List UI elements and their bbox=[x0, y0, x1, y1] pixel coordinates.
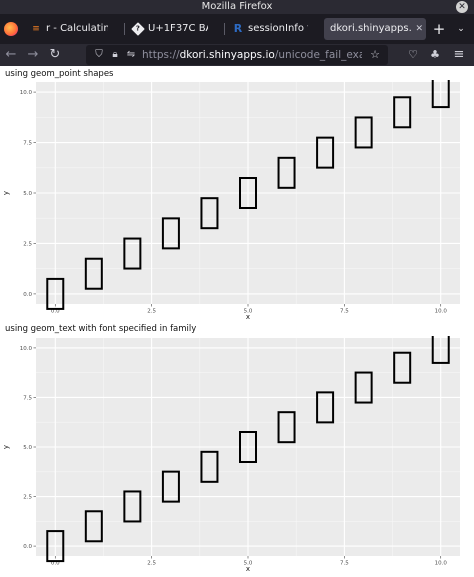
tab-label: U+1F37C BABY B bbox=[148, 23, 208, 34]
y-tick-label: 2.5 bbox=[23, 241, 32, 247]
data-point-tofu-box bbox=[161, 217, 180, 250]
tab-unicode[interactable]: ? U+1F37C BABY B bbox=[126, 18, 222, 40]
tab-label: sessionInfo func bbox=[248, 23, 308, 34]
new-tab-plus-icon[interactable]: + bbox=[432, 20, 446, 38]
shield-icon[interactable]: ⛉ bbox=[95, 49, 103, 60]
tab-active-shinyapps[interactable]: dkori.shinyapps.io/u ✕ bbox=[324, 18, 426, 40]
y-tick-label: 10.0 bbox=[20, 346, 33, 352]
bookmark-star-icon[interactable]: ☆ bbox=[370, 48, 380, 61]
permissions-icon[interactable]: ⇋ bbox=[126, 49, 136, 60]
data-point-tofu-box bbox=[239, 177, 257, 209]
plot-2: 0.0 2.5 5.0 7.5 10.0 0.0 2.5 5.0 7.5 10.0 x y bbox=[2, 336, 460, 573]
y-axis-title: y bbox=[2, 445, 10, 449]
plot-1: 0.0 2.5 5.0 7.5 10.0 0.0 2.5 5.0 7.5 10.0 x y bbox=[2, 80, 460, 321]
data-point-tofu-box bbox=[393, 96, 412, 129]
url-bar[interactable]: ⛉ 🔒︎ ⇋ https://dkori.shinyapps.io/unicod… bbox=[86, 45, 388, 65]
data-point-tofu-box bbox=[46, 277, 65, 310]
navigation-toolbar: ← → ↻ ⛉ 🔒︎ ⇋ https://dkori.shinyapps.io/… bbox=[0, 44, 474, 66]
firefox-logo-icon bbox=[4, 22, 18, 36]
y-tick-label: 2.5 bbox=[23, 495, 32, 501]
tab-stackoverflow[interactable]: ≡ r - Calculating m bbox=[24, 18, 122, 40]
x-tick-label: 7.5 bbox=[340, 309, 349, 315]
extension-icon[interactable]: ♣ bbox=[430, 48, 440, 61]
x-axis-title: x bbox=[246, 313, 250, 321]
tab-label: r - Calculating m bbox=[46, 23, 108, 34]
page-content: using geom_point shapes 0.0 2.5 5.0 7.5 10.0… bbox=[0, 66, 474, 577]
x-tick-label: 2.5 bbox=[147, 561, 156, 567]
reload-icon[interactable]: ↻ bbox=[49, 47, 61, 62]
window-titlebar: Mozilla Firefox ✕ bbox=[0, 0, 474, 14]
r-logo-icon: R bbox=[233, 22, 243, 35]
data-point-tofu-box bbox=[200, 197, 219, 230]
window-title: Mozilla Firefox bbox=[201, 1, 273, 12]
lock-icon[interactable]: 🔒︎ bbox=[112, 49, 118, 60]
tab-sessioninfo[interactable]: R sessionInfo func bbox=[226, 18, 322, 40]
data-point-tofu-box bbox=[239, 431, 257, 463]
data-point-tofu-box bbox=[316, 136, 335, 169]
tab-label: dkori.shinyapps.io/u bbox=[330, 23, 412, 34]
x-tick-label: 7.5 bbox=[340, 561, 349, 567]
tab-close-icon[interactable]: ✕ bbox=[415, 24, 423, 34]
x-tick-label: 0.0 bbox=[51, 309, 60, 315]
x-tick-label: 5.0 bbox=[244, 561, 253, 567]
stackoverflow-icon: ≡ bbox=[32, 24, 40, 34]
forward-arrow-icon[interactable]: → bbox=[27, 47, 39, 62]
window-close-icon[interactable]: ✕ bbox=[456, 1, 468, 13]
back-arrow-icon[interactable]: ← bbox=[5, 47, 17, 62]
data-point-tofu-box bbox=[123, 490, 142, 523]
menu-hamburger-icon[interactable]: ≡ bbox=[453, 47, 465, 62]
x-tick-label: 2.5 bbox=[147, 309, 156, 315]
data-point-tofu-box bbox=[431, 80, 450, 109]
x-tick-label: 10.0 bbox=[435, 309, 448, 315]
data-point-tofu-box bbox=[200, 450, 219, 483]
data-point-tofu-box bbox=[277, 156, 296, 189]
data-point-tofu-box bbox=[277, 411, 296, 444]
data-point-tofu-box bbox=[161, 470, 180, 503]
x-axis-title: x bbox=[246, 565, 250, 573]
data-point-tofu-box bbox=[316, 391, 335, 424]
plot-title-2: using geom_text with font specified in f… bbox=[5, 324, 197, 334]
data-point-tofu-box bbox=[84, 510, 103, 543]
unknown-glyph-icon: ? bbox=[131, 22, 145, 36]
tab-list-chevron-icon[interactable]: ⌄ bbox=[457, 24, 465, 34]
data-point-tofu-box bbox=[354, 371, 373, 404]
y-tick-label: 10.0 bbox=[20, 90, 33, 96]
data-point-tofu-box bbox=[393, 351, 412, 384]
y-axis-title: y bbox=[2, 191, 10, 195]
url-text[interactable]: https://dkori.shinyapps.io/unicode_fail_… bbox=[142, 49, 362, 61]
y-tick-label: 0.0 bbox=[23, 544, 32, 550]
plot-title-1: using geom_point shapes bbox=[5, 69, 114, 79]
y-tick-label: 0.0 bbox=[23, 292, 32, 298]
data-point-tofu-box bbox=[84, 257, 103, 290]
pocket-icon[interactable]: ♡ bbox=[408, 48, 418, 61]
x-tick-label: 0.0 bbox=[51, 561, 60, 567]
data-point-tofu-box bbox=[123, 237, 142, 270]
data-point-tofu-box bbox=[46, 530, 65, 563]
data-point-tofu-box bbox=[431, 336, 450, 364]
y-tick-label: 7.5 bbox=[23, 141, 32, 147]
data-point-tofu-box bbox=[354, 116, 373, 149]
y-tick-label: 7.5 bbox=[23, 395, 32, 401]
x-tick-label: 5.0 bbox=[244, 309, 253, 315]
x-tick-label: 10.0 bbox=[435, 561, 448, 567]
y-tick-label: 5.0 bbox=[23, 191, 32, 197]
tab-bar: ≡ r - Calculating m ? U+1F37C BABY B R s… bbox=[0, 14, 474, 44]
y-tick-label: 5.0 bbox=[23, 445, 32, 451]
